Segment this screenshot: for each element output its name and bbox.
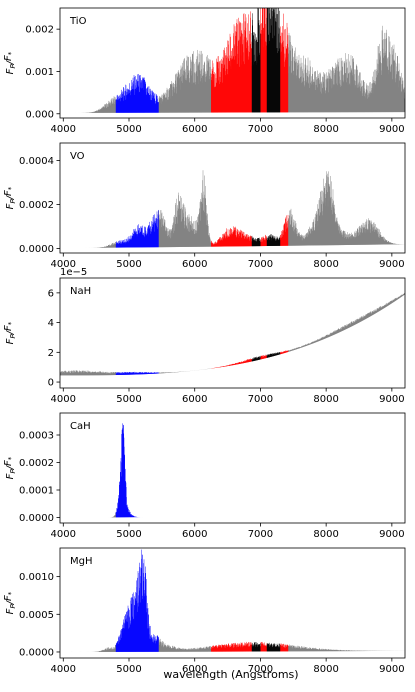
plot-frame — [59, 142, 406, 254]
x-tick-label: 5000 — [116, 124, 141, 135]
panel-label: VO — [70, 151, 85, 162]
x-tick-label: 8000 — [313, 394, 338, 405]
y-tick-label: 0.0000 — [19, 513, 54, 524]
y-tick-label: 0.0010 — [19, 572, 54, 583]
spectrum-series — [75, 8, 405, 113]
spectrum-trace — [211, 214, 289, 247]
spectrum-trace — [108, 512, 116, 518]
y-axis-label: FP/F* — [3, 51, 17, 74]
x-tick-label: 8000 — [313, 124, 338, 135]
x-tick-label: 9000 — [379, 529, 404, 540]
x-tick-label: 7000 — [248, 529, 273, 540]
x-tick-label: 9000 — [379, 259, 404, 270]
x-axis-label: wavelength (Angstroms) — [163, 668, 298, 681]
spectrum-trace — [60, 292, 405, 376]
y-tick-label: 4 — [48, 318, 54, 329]
x-tick-label: 4000 — [51, 124, 76, 135]
x-tick-label: 6000 — [182, 529, 207, 540]
y-tick-label: 0.0000 — [19, 244, 54, 255]
spectrum-trace — [211, 8, 289, 113]
panel-label: MgH — [70, 556, 93, 567]
spectrum-trace — [115, 73, 159, 113]
spectrum-series — [60, 292, 405, 376]
x-tick-label: 7000 — [248, 394, 273, 405]
x-tick-label: 4000 — [51, 529, 76, 540]
y-tick-label: 0.0000 — [19, 647, 54, 658]
panel-label: TiO — [69, 16, 87, 27]
x-tick-label: 9000 — [379, 394, 404, 405]
x-tick-label: 4000 — [51, 664, 76, 675]
spectrum-trace — [85, 170, 405, 248]
x-tick-label: 6000 — [182, 124, 207, 135]
panel-tio: TiO 4000 5000 6000 7000 8000 9000 0.000 0.001 0.0… — [3, 7, 406, 135]
spectrum-trace — [211, 350, 289, 369]
x-tick-label: 8000 — [313, 259, 338, 270]
spectrum-trace — [115, 423, 143, 518]
panel-cah: CaH 4000 5000 6000 7000 8000 9000 0.0000 0.0001 0… — [3, 412, 406, 540]
y-tick-label: 0.0003 — [19, 431, 54, 442]
y-offset-label: 1e−5 — [60, 267, 87, 278]
x-tick-label: 6000 — [182, 259, 207, 270]
plot-frame — [59, 547, 406, 659]
spectrum-trace — [75, 25, 405, 113]
x-tick-label: 7000 — [248, 259, 273, 270]
x-tick-label: 9000 — [379, 124, 404, 135]
y-tick-label: 0.0002 — [19, 458, 54, 469]
y-tick-label: 0.0005 — [19, 610, 54, 621]
x-tick-label: 6000 — [182, 394, 207, 405]
y-tick-label: 0.0001 — [19, 486, 54, 497]
spectrum-series — [85, 170, 405, 248]
y-tick-label: 0.000 — [25, 109, 54, 120]
y-axis-label: FP/F* — [3, 321, 17, 344]
spectrum-trace — [251, 8, 281, 113]
y-axis-label: FP/F* — [3, 456, 17, 479]
spectrum-trace — [115, 209, 159, 248]
spectrum-series — [108, 423, 288, 518]
x-tick-label: 7000 — [248, 124, 273, 135]
x-tick-label: 4000 — [51, 259, 76, 270]
spectrum-series — [71, 549, 405, 652]
x-tick-label: 8000 — [313, 529, 338, 540]
x-tick-label: 5000 — [116, 664, 141, 675]
plot-frame — [59, 277, 406, 389]
x-tick-label: 4000 — [51, 394, 76, 405]
y-tick-label: 0.001 — [25, 67, 54, 78]
y-axis-label: FP/F* — [3, 186, 17, 209]
spectrum-trace — [115, 549, 159, 652]
y-tick-label: 0.002 — [25, 25, 54, 36]
panel-vo: VO 4000 5000 6000 7000 8000 9000 0.0000 0.0002 0.… — [3, 142, 406, 270]
spectrum-trace — [211, 512, 288, 516]
x-tick-label: 6000 — [182, 664, 207, 675]
panel-label: NaH — [70, 286, 91, 297]
spectrum-trace — [251, 234, 281, 247]
plot-frame — [59, 7, 406, 119]
panel-label: CaH — [70, 421, 91, 432]
y-tick-label: 6 — [48, 288, 54, 299]
spectrum-trace — [115, 371, 159, 376]
spectrum-trace — [251, 641, 281, 652]
x-tick-label: 5000 — [116, 259, 141, 270]
plot-frame — [59, 412, 406, 524]
x-tick-label: 7000 — [248, 664, 273, 675]
x-tick-label: 8000 — [313, 664, 338, 675]
x-tick-label: 9000 — [379, 664, 404, 675]
y-tick-label: 2 — [48, 348, 54, 359]
y-tick-label: 0.0002 — [19, 200, 54, 211]
y-tick-label: 0.0004 — [19, 156, 54, 167]
y-axis-label: FP/F* — [3, 591, 17, 614]
y-tick-label: 0 — [48, 378, 54, 389]
x-tick-label: 5000 — [116, 394, 141, 405]
x-tick-label: 5000 — [116, 529, 141, 540]
panel-nah: NaH 4000 5000 6000 7000 8000 9000 0 2 4 6 1e−5 FP/F* — [3, 267, 406, 405]
panel-mgh: MgH 4000 5000 6000 7000 8000 9000 0.0000 0.0005 0… — [3, 547, 406, 675]
spectrum-trace — [251, 352, 281, 362]
spectrum-trace — [252, 512, 280, 514]
spectrum-trace — [211, 641, 289, 652]
